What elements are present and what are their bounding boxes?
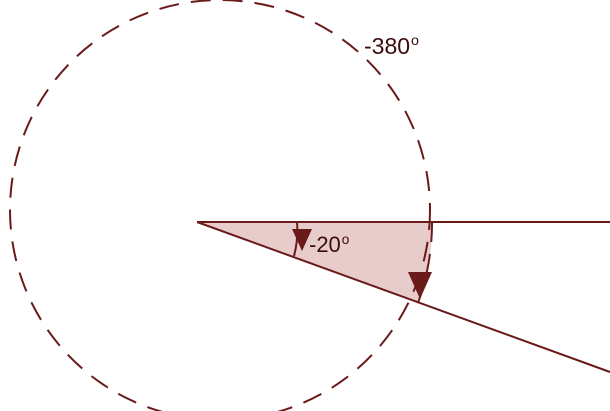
reference-angle-label: -20o	[309, 232, 349, 258]
full-rotation-dashed-circle	[9, 0, 431, 411]
reference-angle-value: -20	[309, 232, 341, 257]
degree-symbol: o	[341, 231, 350, 247]
arrow-down-icon	[408, 272, 432, 299]
coterminal-angle-label: -380o	[364, 33, 419, 60]
terminal-side-ray	[196, 221, 610, 373]
angle-sector-shading	[197, 222, 433, 303]
coterminal-angle-value: -380	[364, 33, 411, 59]
degree-symbol: o	[411, 33, 419, 50]
arrow-down-icon	[292, 229, 312, 251]
